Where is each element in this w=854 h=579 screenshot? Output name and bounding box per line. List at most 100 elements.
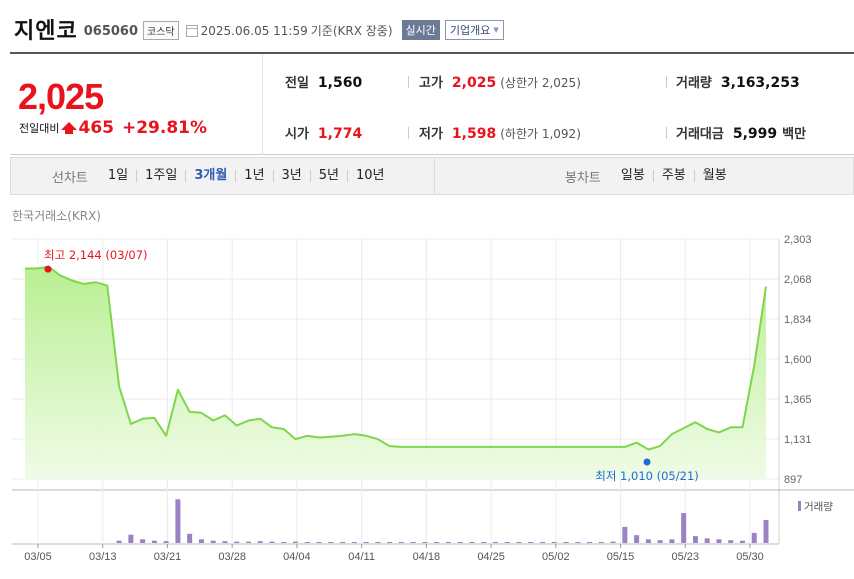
volume-bar: [575, 542, 581, 543]
volume-value: 3,163,253: [720, 75, 800, 91]
quote-datetime: 2025.06.05 11:59: [200, 23, 308, 38]
chart-markers: 최고 2,144 (03/07) 최저 1,010 (05/21) 거래량: [44, 248, 833, 513]
tab-weekly-candle[interactable]: 주봉: [652, 169, 694, 182]
low-label: 저가: [419, 127, 443, 142]
y-tick-label: 897: [784, 474, 802, 486]
volume-label: 거래량: [676, 76, 712, 91]
chart-grid: [12, 238, 854, 545]
tab-10y[interactable]: 10년: [347, 169, 393, 182]
volume-bar: [716, 539, 722, 543]
volume-bar: [622, 526, 628, 543]
candle-chart-label: 봉차트: [565, 170, 601, 186]
prev-close-value: 1,560: [317, 75, 363, 91]
volume-bar: [751, 532, 757, 543]
up-arrow-icon: [61, 122, 78, 134]
amount-value: 5,999: [732, 126, 778, 142]
volume-bar: [457, 542, 463, 543]
volume-bar: [728, 540, 734, 543]
tab-1w[interactable]: 1주일: [136, 169, 185, 182]
lower-limit: (하한가 1,092): [500, 127, 581, 141]
volume-bar: [692, 536, 698, 543]
x-tick-label: 05/30: [736, 551, 764, 563]
change-value: 465: [78, 118, 114, 138]
volume-bar: [669, 539, 675, 543]
volume-bar: [587, 542, 593, 543]
tab-1y[interactable]: 1년: [235, 169, 272, 182]
y-axis-labels: 2,303 2,068 1,834 1,600 1,365 1,131 897: [784, 234, 812, 486]
y-tick-label: 1,365: [784, 394, 812, 406]
volume-bar: [269, 541, 275, 543]
tab-3m[interactable]: 3개월: [185, 169, 235, 182]
volume-bar: [245, 541, 251, 543]
current-price: 2,025: [18, 76, 104, 117]
stock-code: 065060: [83, 23, 139, 39]
volume-bar: [316, 542, 322, 543]
x-tick-label: 04/11: [348, 551, 375, 563]
volume-bar: [540, 542, 546, 543]
volume-bar: [739, 540, 745, 543]
divider: [666, 76, 667, 88]
volume-bar: [198, 539, 204, 543]
x-tick-label: 05/23: [672, 551, 700, 563]
volume-bar: [492, 542, 498, 543]
y-tick-label: 2,303: [784, 234, 812, 246]
volume-bar: [398, 542, 404, 543]
open-label: 시가: [285, 127, 309, 142]
company-overview-button[interactable]: 기업개요 ▼: [444, 20, 504, 40]
volume-bar: [763, 520, 769, 543]
volume-bar: [257, 541, 263, 543]
change-label: 전일대비: [19, 122, 60, 135]
prev-close-cell: 전일 1,560: [285, 72, 362, 91]
volume-bar: [304, 542, 310, 543]
divider: [408, 76, 409, 88]
volume-bar: [551, 542, 557, 543]
market-badge: 코스닥: [143, 20, 179, 40]
volume-bar: [610, 541, 616, 543]
volume-bar: [222, 541, 228, 543]
low-annotation: 최저 1,010 (05/21): [595, 469, 699, 483]
volume-bar: [469, 542, 475, 543]
high-cell: 고가 2,025 (상한가 2,025): [419, 72, 581, 91]
tab-1d[interactable]: 1일: [107, 168, 129, 183]
volume-bar: [234, 541, 240, 543]
divider: [666, 127, 667, 139]
x-tick-label: 03/28: [218, 551, 246, 563]
realtime-button[interactable]: 실시간: [401, 20, 440, 40]
volume-bar: [410, 542, 416, 543]
volume-bar: [657, 540, 663, 543]
tab-3y[interactable]: 3년: [272, 169, 310, 182]
volume-cell: 거래량 3,163,253: [676, 72, 800, 91]
tab-5y[interactable]: 5년: [309, 169, 347, 182]
amount-unit: 백만: [782, 127, 807, 142]
volume-legend-swatch: [798, 501, 801, 511]
volume-bar: [281, 542, 287, 543]
chart-tab-bar: 선차트 1일 1주일 3개월 1년 3년 5년 10년 봉차트 일봉 주봉 월봉: [10, 157, 854, 195]
volume-bar: [187, 533, 193, 543]
quote-basis: 기준(KRX 장중): [310, 24, 393, 38]
volume-bar: [210, 540, 216, 543]
volume-bar: [481, 542, 487, 543]
volume-bar: [175, 499, 181, 543]
volume-bar: [163, 541, 169, 543]
caret-down-icon: ▼: [493, 26, 499, 34]
low-cell: 저가 1,598 (하한가 1,092): [419, 123, 581, 142]
x-axis-labels: 03/05 03/13 03/21 03/28 04/04 04/11 04/18 04/25…: [24, 544, 764, 563]
volume-bar: [151, 540, 157, 543]
x-tick-label: 05/15: [607, 551, 635, 563]
volume-bar: [645, 539, 651, 543]
volume-bar: [422, 542, 428, 543]
volume-bar: [128, 534, 134, 543]
y-tick-label: 1,834: [784, 314, 812, 326]
tab-monthly-candle[interactable]: 월봉: [693, 169, 735, 182]
prev-close-label: 전일: [285, 76, 309, 91]
volume-bar: [445, 542, 451, 543]
volume-bar: [681, 513, 687, 543]
volume-bar: [563, 542, 569, 543]
tab-daily-candle[interactable]: 일봉: [620, 168, 645, 183]
change-row: 전일대비 465 +29.81%: [19, 118, 207, 138]
stock-name: 지엔코: [14, 19, 78, 44]
x-tick-label: 04/18: [413, 551, 441, 563]
volume-bar: [116, 540, 122, 543]
volume-legend-label: 거래량: [804, 501, 833, 513]
